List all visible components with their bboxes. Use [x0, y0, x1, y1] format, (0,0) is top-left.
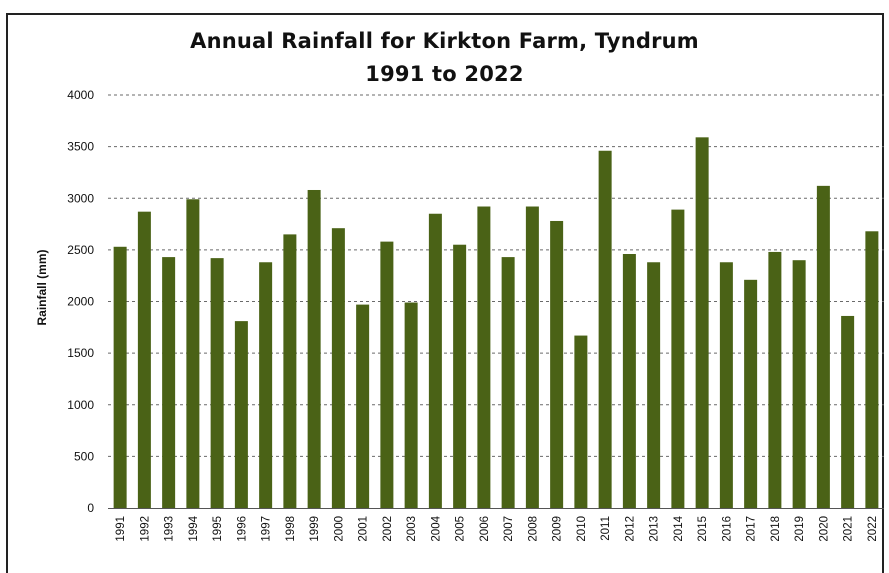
- y-tick-label: 500: [74, 449, 94, 463]
- x-tick-label: 1995: [212, 516, 224, 542]
- x-tick-label: 2015: [697, 516, 709, 542]
- x-tick-label: 2017: [746, 516, 758, 542]
- bar: [525, 206, 539, 508]
- bar: [719, 262, 733, 508]
- x-tick-label: 1998: [285, 516, 297, 542]
- bar: [162, 257, 176, 508]
- x-tick-label: 2014: [673, 515, 685, 541]
- y-axis-ticks: 0 500 1000 1500 2000 2500 3000 3500 4000: [67, 88, 94, 515]
- x-tick-label: 2001: [358, 516, 370, 542]
- y-tick-label: 3500: [67, 140, 94, 154]
- x-tick-label: 1993: [164, 516, 176, 542]
- bar: [186, 199, 200, 508]
- y-axis-label: Rainfall (mm): [35, 249, 49, 325]
- x-tick-label: 1992: [139, 516, 151, 542]
- bar: [647, 262, 661, 508]
- x-tick-label: 2019: [794, 516, 806, 542]
- x-tick-label: 2022: [867, 516, 879, 542]
- y-tick-label: 2000: [67, 295, 94, 309]
- chart-frame: [6, 13, 884, 573]
- x-tick-label: 1999: [309, 516, 321, 542]
- y-tick-label: 0: [87, 501, 94, 515]
- bar: [841, 315, 855, 508]
- bar: [477, 206, 491, 508]
- x-tick-label: 2005: [455, 516, 467, 542]
- x-tick-label: 2018: [770, 516, 782, 542]
- y-tick-label: 1500: [67, 346, 94, 360]
- bar: [259, 262, 273, 508]
- bar: [574, 335, 588, 508]
- bar: [356, 304, 370, 508]
- gridlines: [108, 94, 884, 457]
- x-tick-label: 2007: [503, 516, 515, 542]
- y-tick-label: 4000: [67, 88, 94, 102]
- bar: [210, 258, 224, 508]
- x-tick-label: 2011: [600, 516, 612, 541]
- bar: [428, 213, 442, 509]
- chart-title: Annual Rainfall for Kirkton Farm, Tyndru…: [190, 29, 699, 53]
- chart-subtitle: 1991 to 2022: [365, 62, 524, 86]
- x-axis-ticks: 1991 1992 1993 1994 1995 1996 1997 1998 1999 2000…: [115, 515, 879, 541]
- bar: [307, 189, 321, 509]
- bar: [113, 246, 127, 508]
- x-tick-label: 1994: [188, 515, 200, 541]
- bar: [622, 254, 636, 508]
- bar: [865, 231, 879, 509]
- x-tick-label: 2021: [843, 516, 855, 542]
- bar: [501, 257, 515, 508]
- bar: [598, 150, 612, 508]
- x-tick-label: 2006: [479, 516, 491, 542]
- bar: [768, 251, 782, 508]
- x-tick-label: 2012: [624, 516, 636, 542]
- bar: [234, 321, 248, 508]
- bar: [283, 234, 297, 508]
- y-tick-label: 3000: [67, 191, 94, 205]
- y-tick-label: 2500: [67, 243, 94, 257]
- x-tick-label: 2009: [552, 516, 564, 542]
- x-tick-label: 2013: [649, 516, 661, 542]
- bar: [404, 302, 418, 508]
- bar: [816, 185, 830, 509]
- x-tick-label: 2002: [382, 516, 394, 542]
- bar: [695, 137, 709, 508]
- x-tick-label: 1991: [115, 516, 127, 542]
- x-tick-label: 2008: [527, 516, 539, 542]
- x-tick-label: 2003: [406, 516, 418, 542]
- x-tick-label: 2016: [721, 516, 733, 542]
- bar: [550, 220, 564, 508]
- x-tick-label: 2010: [576, 516, 588, 542]
- bar: [792, 260, 806, 508]
- x-tick-label: 1997: [261, 516, 273, 542]
- x-tick-label: 1996: [236, 516, 248, 542]
- bar: [380, 241, 394, 508]
- y-tick-label: 1000: [67, 398, 94, 412]
- bar: [453, 244, 467, 508]
- x-tick-label: 2000: [333, 516, 345, 542]
- bars: [113, 137, 879, 509]
- bar: [331, 228, 345, 508]
- x-tick-label: 2004: [430, 515, 442, 541]
- bar: [137, 211, 151, 509]
- bar: [744, 279, 758, 508]
- x-tick-label: 2020: [818, 516, 830, 542]
- bar: [671, 209, 685, 509]
